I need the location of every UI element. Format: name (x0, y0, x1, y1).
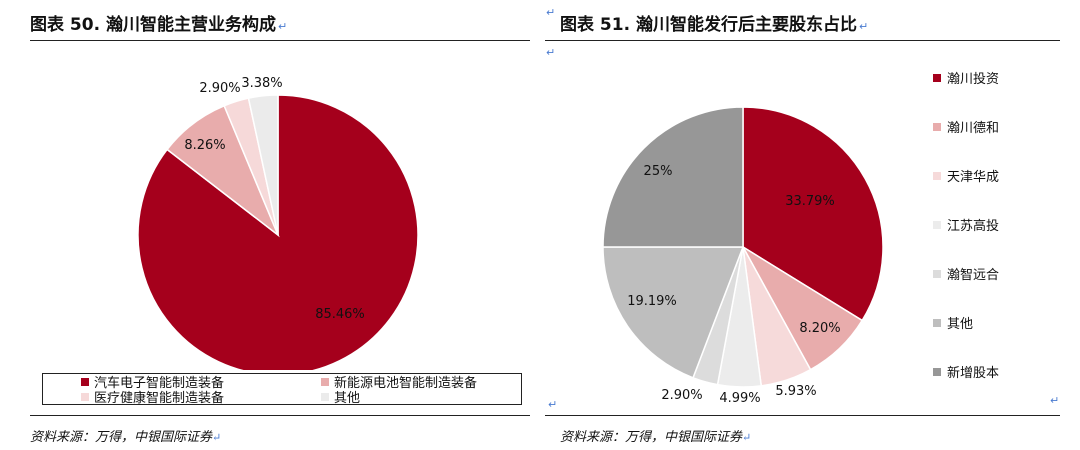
legend-label-1: 瀚川德和 (947, 121, 1000, 136)
legend-swatch-3 (321, 392, 329, 401)
legend-item-6: 新增股本 (933, 362, 999, 381)
legend-item-0: 瀚川投资 (933, 68, 999, 87)
right-pie-chart: 33.79% 8.20% 5.93% 4.99% 2.90% 19.19% 25% (602, 106, 884, 405)
data-label-2: 2.90% (199, 81, 240, 96)
right-chart-title-text: 图表 51. 瀚川智能发行后主要股东占比 (560, 15, 857, 35)
right-bottom-rule (545, 415, 1060, 416)
data-label-0: 33.79% (785, 194, 835, 209)
return-mark: ↵ (546, 46, 556, 59)
legend-item-5: 其他 (933, 313, 973, 332)
legend-label-5: 其他 (947, 317, 974, 332)
legend-item-2: 天津华成 (933, 166, 999, 185)
left-chart-title-text: 图表 50. 瀚川智能主营业务构成 (30, 15, 276, 35)
legend-label-3: 其他 (334, 391, 361, 406)
left-chart-title: 图表 50. 瀚川智能主营业务构成 ↵ (30, 10, 287, 35)
legend-swatch-1 (321, 377, 329, 386)
return-mark: ↵ (742, 431, 752, 444)
legend-item-0: 汽车电子智能制造装备 (81, 374, 225, 391)
left-source-text: 资料来源：万得，中银国际证券 (30, 430, 213, 445)
left-chart-legend: 汽车电子智能制造装备 新能源电池智能制造装备 医疗健康智能制造装备 其他 (42, 373, 522, 406)
data-label-3: 3.38% (241, 76, 282, 91)
right-source-note: 资料来源：万得，中银国际证券↵ (560, 426, 751, 445)
left-title-rule (30, 40, 530, 41)
legend-label-0: 汽车电子智能制造装备 (94, 376, 225, 391)
legend-item-3: 江苏高投 (933, 215, 999, 234)
legend-swatch-2 (933, 171, 941, 180)
legend-label-1: 新能源电池智能制造装备 (334, 376, 478, 391)
legend-item-1: 新能源电池智能制造装备 (321, 374, 478, 391)
return-mark: ↵ (212, 431, 222, 444)
data-label-0: 85.46% (315, 307, 365, 322)
legend-swatch-6 (933, 367, 941, 376)
right-source-text: 资料来源：万得，中银国际证券 (560, 430, 743, 445)
legend-swatch-4 (933, 269, 941, 278)
legend-swatch-0 (81, 377, 89, 386)
legend-label-6: 新增股本 (947, 366, 1000, 381)
pie-slice-5 (602, 246, 745, 379)
pie-slice-0 (137, 94, 419, 370)
pie-slice-3 (247, 94, 279, 236)
return-mark: ↵ (858, 20, 869, 33)
left-pie-chart: 85.46% 8.26% 2.90% 3.38% (137, 76, 419, 370)
legend-label-2: 医疗健康智能制造装备 (94, 391, 225, 406)
data-label-2: 5.93% (775, 384, 816, 399)
return-mark: ↵ (1050, 394, 1060, 407)
legend-swatch-3 (933, 220, 941, 229)
data-label-1: 8.26% (184, 138, 225, 153)
pie-slice-0 (742, 106, 884, 322)
left-bottom-rule (30, 415, 530, 416)
data-label-5: 19.19% (627, 294, 677, 309)
legend-label-4: 瀚智远合 (947, 268, 1000, 283)
return-mark: ↵ (277, 20, 288, 33)
legend-item-4: 瀚智远合 (933, 264, 999, 283)
legend-swatch-1 (933, 122, 941, 131)
data-label-1: 8.20% (799, 321, 840, 336)
legend-label-3: 江苏高投 (947, 219, 1000, 234)
return-mark: ↵ (548, 398, 558, 411)
legend-label-0: 瀚川投资 (947, 72, 1000, 87)
legend-item-2: 医疗健康智能制造装备 (81, 389, 225, 406)
pie-slice-6 (602, 106, 744, 248)
legend-item-1: 瀚川德和 (933, 117, 999, 136)
return-mark: ↵ (546, 6, 556, 19)
legend-item-3: 其他 (321, 389, 361, 406)
legend-swatch-2 (81, 392, 89, 401)
data-label-4: 2.90% (661, 388, 702, 403)
legend-swatch-0 (933, 73, 941, 82)
legend-swatch-5 (933, 318, 941, 327)
data-label-6: 25% (644, 164, 673, 179)
data-label-3: 4.99% (719, 391, 760, 405)
legend-label-2: 天津华成 (947, 170, 1000, 185)
right-title-rule (545, 40, 1060, 41)
right-chart-title: 图表 51. 瀚川智能发行后主要股东占比 ↵ (560, 10, 868, 35)
left-source-note: 资料来源：万得，中银国际证券↵ (30, 426, 221, 445)
